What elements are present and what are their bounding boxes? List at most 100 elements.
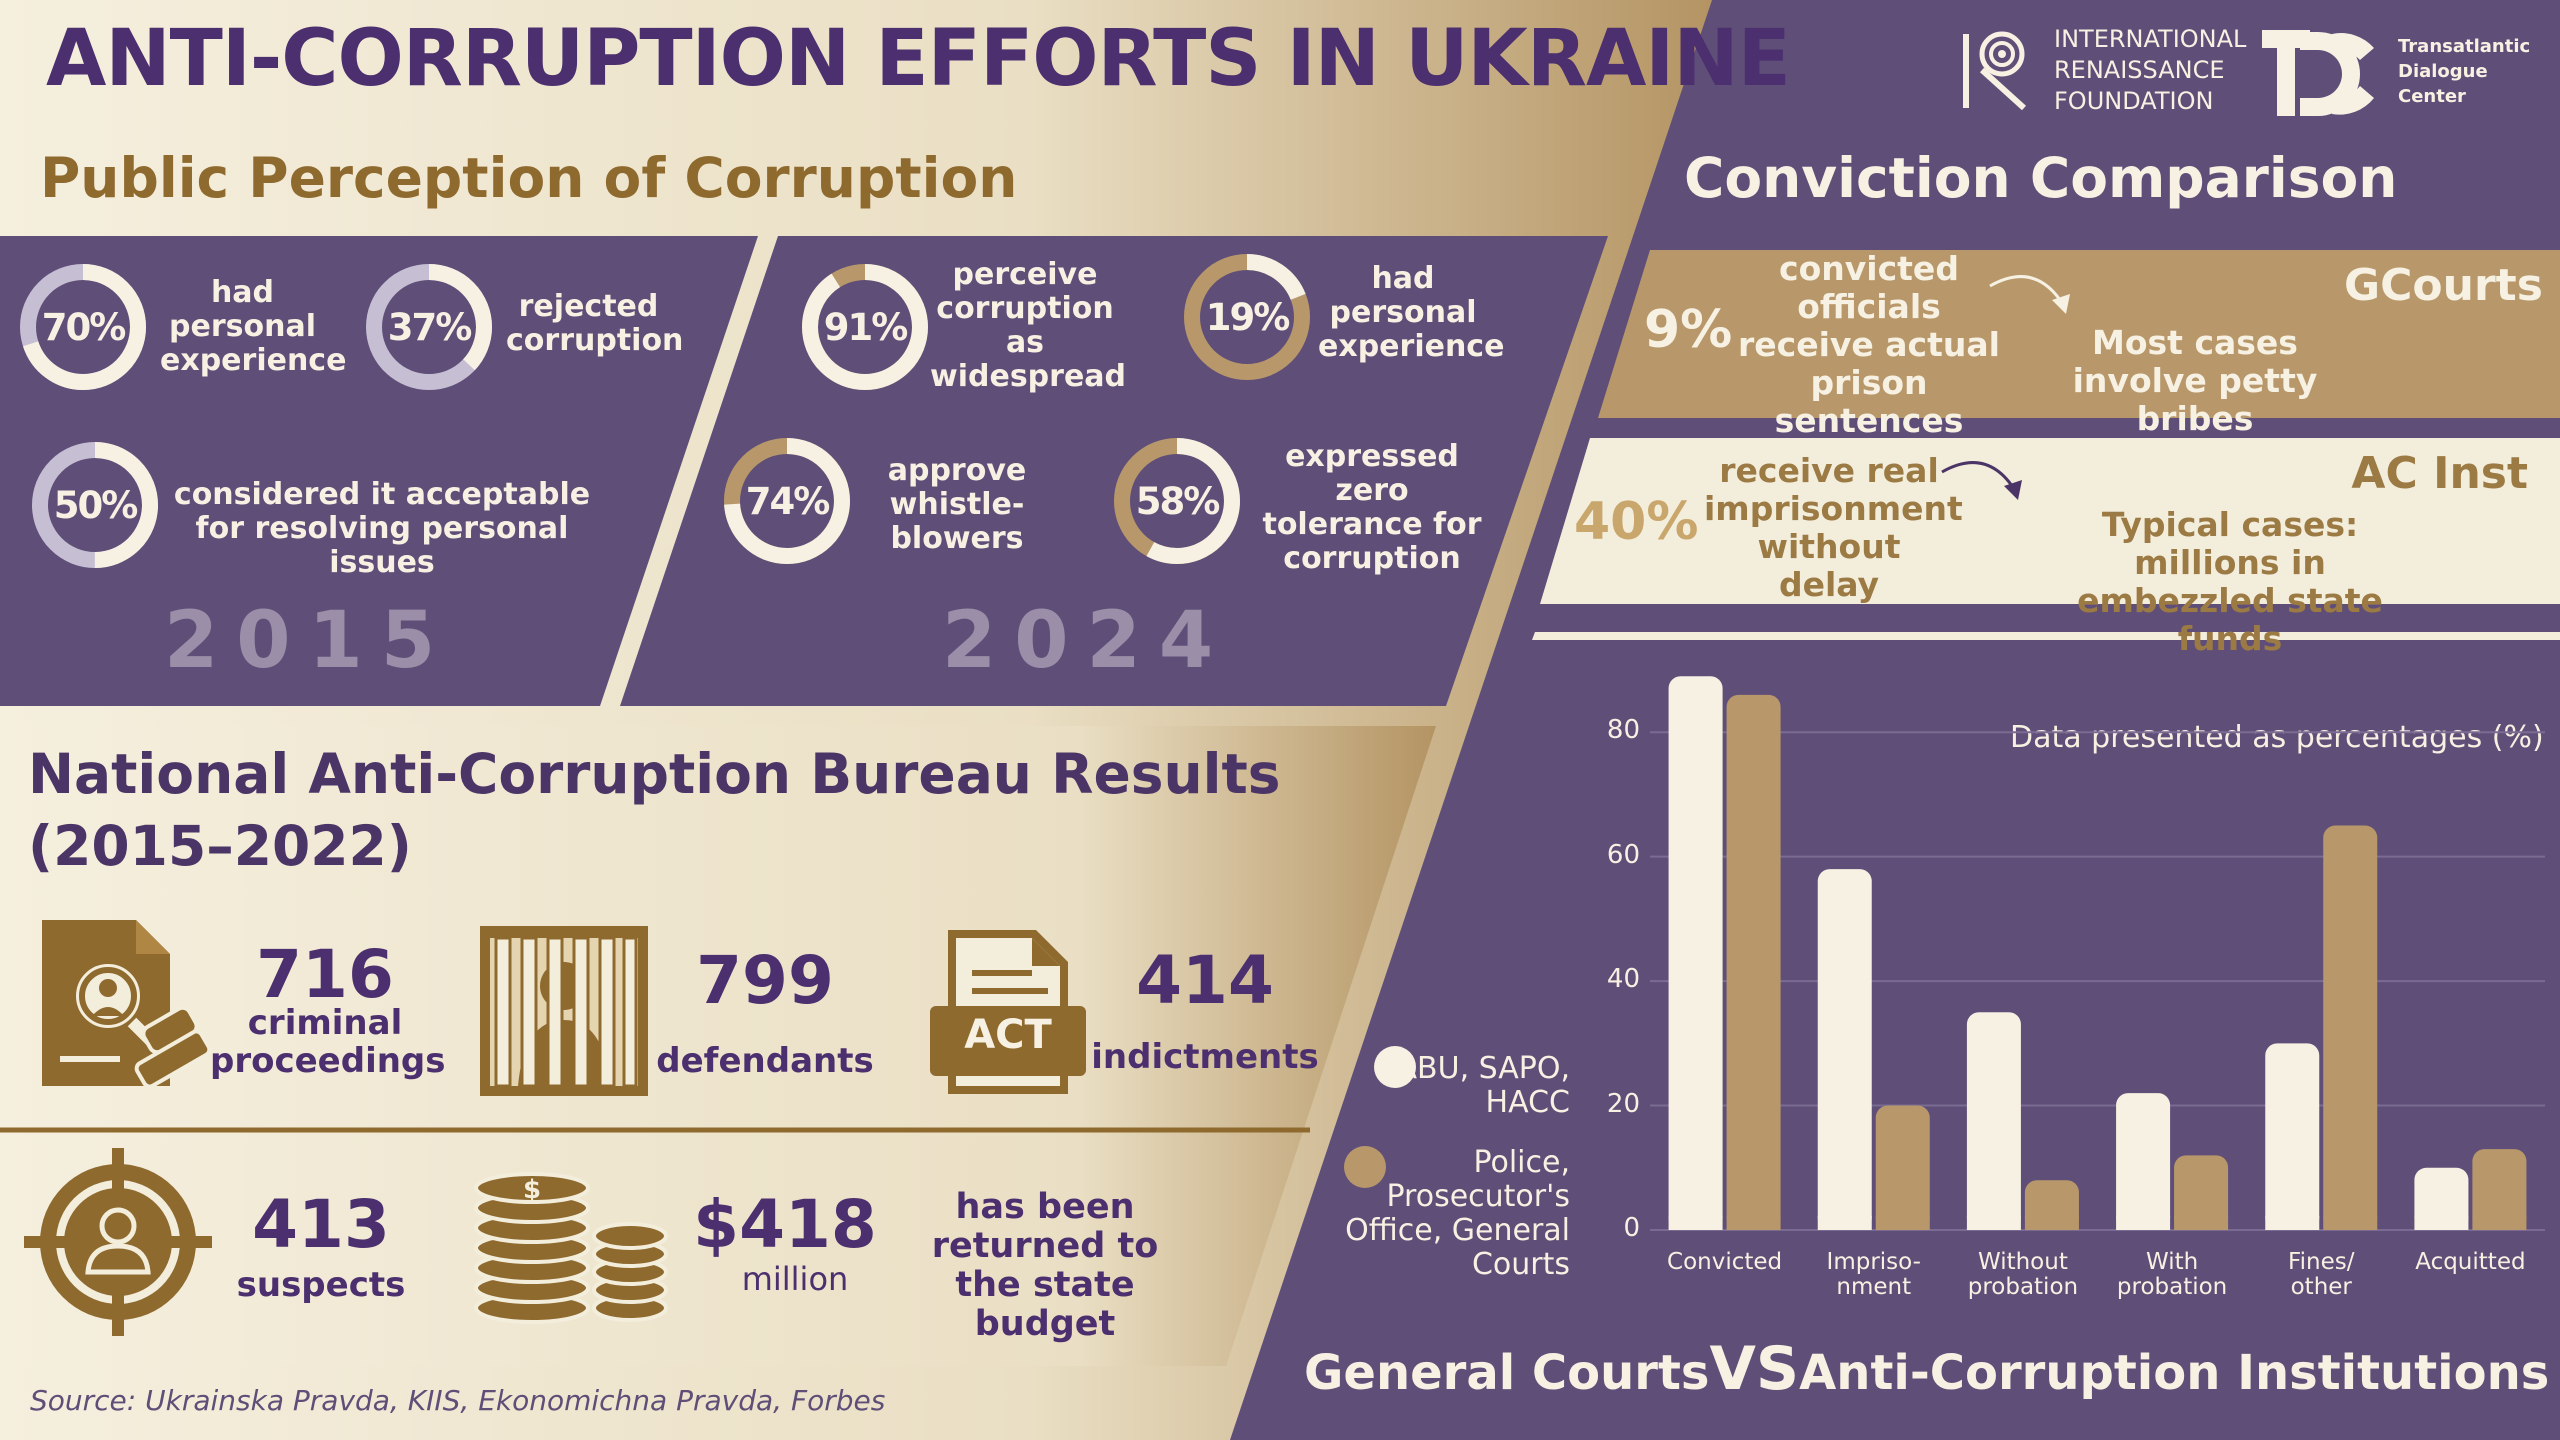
ring-graphic xyxy=(802,264,928,390)
ring-label: considered it acceptable for resolving p… xyxy=(173,477,591,580)
ring-2024-widespread: 91% xyxy=(800,262,930,392)
ring-percent: 74% xyxy=(745,479,831,523)
nabu-heading: National Anti-Corruption Bureau Results … xyxy=(28,738,1281,882)
org2-name: Transatlantic Dialogue Center xyxy=(2398,34,2530,109)
org1-line: INTERNATIONAL xyxy=(2054,25,2247,53)
source-note: Source: Ukrainska Pravda, KIIS, Ekonomic… xyxy=(30,1384,886,1417)
year-2015: 2015 xyxy=(164,596,454,686)
ring-2015-had-experience: 70% xyxy=(18,262,148,392)
vs-footer: General Courts VS Anti-Corruption Instit… xyxy=(1304,1334,2549,1404)
org1-name: INTERNATIONAL RENAISSANCE FOUNDATION xyxy=(2054,24,2246,117)
perception-heading: Public Perception of Corruption xyxy=(40,146,1018,210)
ring-2024-had-experience: 19% xyxy=(1182,252,1312,382)
ring-label: rejected corruption xyxy=(506,289,684,358)
ring-fill xyxy=(366,264,492,390)
gcourts-pct: 9% xyxy=(1644,300,1733,360)
target-person-icon xyxy=(22,1146,214,1338)
ring-fill xyxy=(724,438,850,564)
gcourts-tag: GCourts xyxy=(2344,260,2543,311)
coin-stacks-icon: $ xyxy=(474,1168,670,1324)
x-tick-label: Impriso-nment xyxy=(1804,1250,1944,1300)
ring-label: had personal experience xyxy=(1318,261,1505,364)
nabu-number-label: million xyxy=(741,1260,849,1298)
org2-line: Transatlantic xyxy=(2398,36,2531,57)
ring-fill xyxy=(20,264,146,390)
ring-percent: 58% xyxy=(1135,479,1221,523)
page-title: ANTI-CORRUPTION EFFORTS IN UKRAINE xyxy=(46,14,1791,104)
y-tick-label: 20 xyxy=(1606,1088,1640,1119)
ring-2024-whistleblowers: 74% xyxy=(722,436,852,566)
nabu-number-label: defendants xyxy=(656,1041,874,1081)
vs-right: Anti-Corruption Institutions xyxy=(1799,1345,2550,1401)
legend-swatch-nabu xyxy=(1374,1046,1416,1088)
ring-2024-zero-tolerance: 58% xyxy=(1112,436,1242,566)
acinst-tag: AC Inst xyxy=(2351,448,2528,499)
x-tick-label-line: other xyxy=(2290,1274,2352,1300)
ring-percent: 19% xyxy=(1205,295,1291,339)
nabu-heading-line: (2015–2022) xyxy=(28,814,412,878)
nabu-number: 799 xyxy=(696,942,834,1019)
ring-graphic xyxy=(1184,254,1310,380)
curved-arrow-icon xyxy=(1986,266,2086,326)
ring-percent: 50% xyxy=(53,483,139,527)
ring-percent: 91% xyxy=(823,305,909,349)
legend-label: NABU, SAPO, HACC xyxy=(1374,1051,1570,1120)
svg-text:$: $ xyxy=(523,1175,541,1205)
ring-2015-rejected: 37% xyxy=(364,262,494,392)
legend-swatch-police xyxy=(1344,1146,1386,1188)
y-tick-label: 0 xyxy=(1623,1213,1640,1243)
conviction-heading: Conviction Comparison xyxy=(1684,146,2398,210)
x-tick-label-line: Acquitted xyxy=(2415,1249,2526,1275)
ring-label: approve whistle-blowers xyxy=(887,453,1027,556)
org1-line: RENAISSANCE xyxy=(2054,56,2225,84)
ring-graphic xyxy=(366,264,492,390)
x-tick-label-line: Fines/ xyxy=(2288,1249,2355,1275)
ring-fill xyxy=(32,442,158,568)
ring-percent: 37% xyxy=(387,305,473,349)
nabu-number: 414 xyxy=(1136,942,1274,1019)
nabu-number: 413 xyxy=(252,1186,390,1263)
org2-line: Center xyxy=(2398,86,2466,107)
act-label: ACT xyxy=(964,1012,1052,1058)
prison-bars-icon xyxy=(478,924,650,1098)
legend-label: Police, Prosecutor's Office, General Cou… xyxy=(1345,1145,1570,1282)
returned-label: has been returned to the state budget xyxy=(931,1187,1159,1344)
ring-label: expressed zero tolerance for corruption xyxy=(1262,439,1482,576)
x-tick-label-line: Convicted xyxy=(1667,1249,1783,1275)
document-magnifier-stamp-icon xyxy=(36,916,216,1094)
x-tick-label: Convicted xyxy=(1655,1250,1795,1275)
ring-label: perceive corruption as widespread xyxy=(930,257,1127,394)
ring-graphic xyxy=(32,442,158,568)
x-tick-label: Acquitted xyxy=(2400,1250,2540,1275)
x-tick-label-line: probation xyxy=(2116,1274,2228,1300)
x-tick-label: Without probation xyxy=(1953,1250,2093,1300)
tdc-logo xyxy=(2262,28,2376,118)
nabu-number-label: criminal proceedings xyxy=(210,1003,446,1081)
x-tick-label-line: With xyxy=(2145,1249,2199,1275)
ring-percent: 70% xyxy=(41,305,127,349)
org2-line: Dialogue xyxy=(2398,61,2488,82)
ring-graphic xyxy=(724,438,850,564)
x-tick-label-line: probation xyxy=(1967,1274,2079,1300)
y-tick-label: 60 xyxy=(1606,839,1640,870)
gcourts-note: Most cases involve petty bribes xyxy=(2072,323,2318,438)
x-tick-label: Fines/other xyxy=(2251,1250,2391,1300)
acinst-text: receive real imprisonment without delay xyxy=(1704,451,1963,604)
x-tick-label: With probation xyxy=(2102,1250,2242,1300)
ring-fill xyxy=(1184,254,1310,380)
gcourts-text: convicted officials receive actual priso… xyxy=(1738,249,2000,440)
ring-graphic xyxy=(20,264,146,390)
chart-annotation: Data presented as percentages (%) xyxy=(2010,720,2544,755)
y-tick-label: 40 xyxy=(1606,964,1640,995)
ring-fill xyxy=(1114,438,1240,564)
act-document-icon: ACT xyxy=(928,926,1088,1098)
y-tick-label: 80 xyxy=(1606,715,1640,746)
vs-label: VS xyxy=(1709,1334,1800,1404)
vs-left: General Courts xyxy=(1304,1345,1710,1401)
ring-2015-acceptable: 50% xyxy=(30,440,160,570)
curved-arrow-icon xyxy=(1938,452,2038,512)
year-2024: 2024 xyxy=(942,596,1232,686)
nabu-number: $418 xyxy=(693,1186,877,1263)
org1-line: FOUNDATION xyxy=(2054,87,2214,115)
acinst-note: Typical cases: millions in embezzled sta… xyxy=(2077,505,2383,658)
